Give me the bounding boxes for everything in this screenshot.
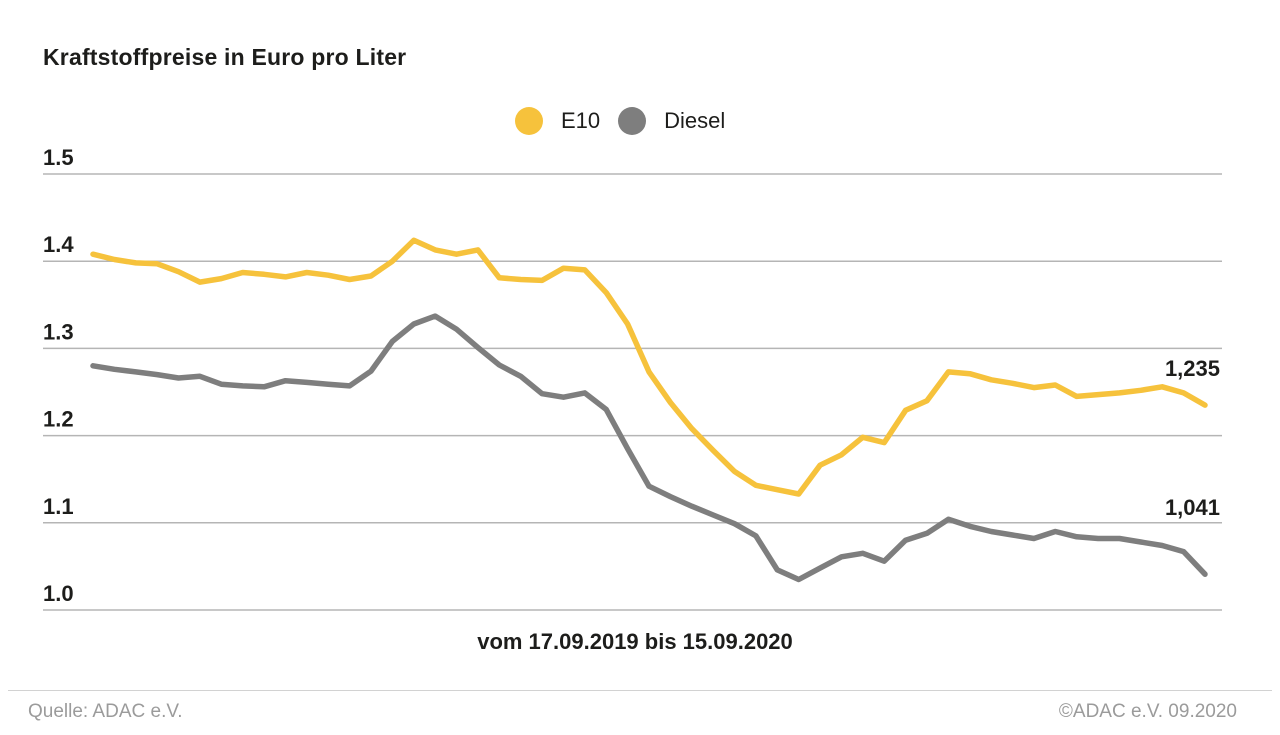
e10-legend-dot-icon	[515, 107, 543, 135]
diesel-end-value-label: 1,041	[1164, 495, 1220, 520]
e10-end-value-label: 1,235	[1164, 356, 1220, 381]
y-tick-label: 1.4	[43, 232, 74, 257]
chart-title: Kraftstoffpreise in Euro pro Liter	[43, 44, 407, 70]
y-tick-label: 1.2	[43, 407, 74, 432]
footer-source-text: Quelle: ADAC e.V.	[28, 701, 183, 722]
chart-legend: E10 Diesel	[515, 107, 725, 135]
e10-line	[90, 237, 1208, 497]
e10-legend-label: E10	[561, 108, 601, 133]
footer-copyright-text: ©ADAC e.V. 09.2020	[1058, 701, 1237, 722]
x-axis-caption: vom 17.09.2019 bis 15.09.2020	[477, 629, 793, 654]
diesel-line	[90, 313, 1208, 583]
y-tick-label: 1.5	[43, 145, 74, 170]
diesel-legend-dot-icon	[618, 107, 647, 135]
diesel-legend-label: Diesel	[664, 108, 726, 133]
y-tick-label: 1.0	[43, 581, 74, 606]
footer-divider	[8, 690, 1272, 691]
y-tick-label: 1.1	[43, 494, 74, 519]
y-tick-label: 1.3	[43, 319, 74, 344]
